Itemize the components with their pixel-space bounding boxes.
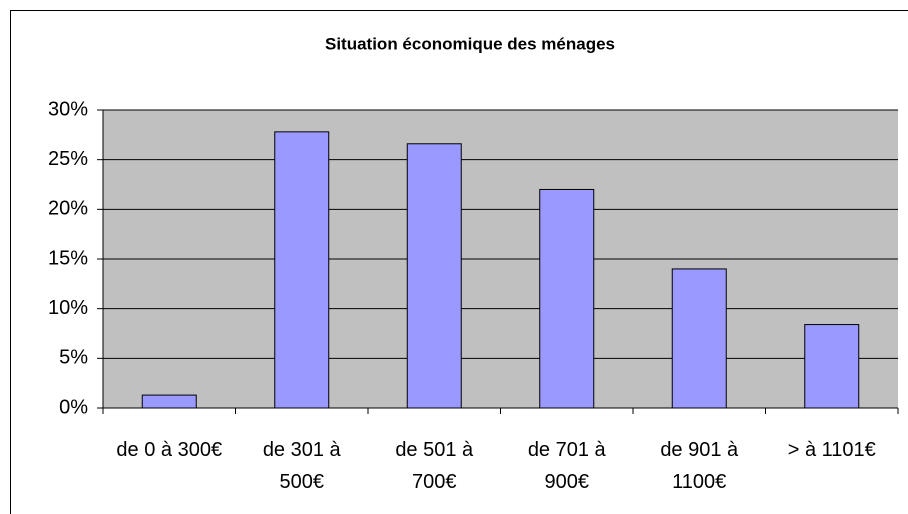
y-tick-label: 15% bbox=[48, 247, 88, 269]
bar bbox=[539, 188, 595, 409]
bar bbox=[141, 394, 197, 409]
x-tick-label: de 901 à 1100€ bbox=[660, 439, 739, 493]
bar bbox=[804, 324, 860, 409]
y-tick-label: 20% bbox=[48, 198, 88, 220]
bar bbox=[406, 143, 462, 409]
x-tick-label: de 0 à 300€ bbox=[116, 439, 223, 461]
bar bbox=[274, 131, 330, 409]
y-tick-label: 0% bbox=[59, 396, 88, 418]
x-tick-label: de 301 à 500€ bbox=[262, 439, 341, 493]
x-tick-label: de 701 à 900€ bbox=[527, 439, 606, 493]
y-tick-label: 25% bbox=[48, 148, 88, 170]
chart-title: Situation économique des ménages bbox=[325, 34, 615, 53]
x-tick-label: de 501 à 700€ bbox=[395, 439, 474, 493]
bar bbox=[671, 268, 727, 409]
y-tick-label: 30% bbox=[48, 98, 88, 120]
y-tick-label: 5% bbox=[59, 347, 88, 369]
y-tick-label: 10% bbox=[48, 297, 88, 319]
x-tick-label: > à 1101€ bbox=[787, 439, 876, 461]
